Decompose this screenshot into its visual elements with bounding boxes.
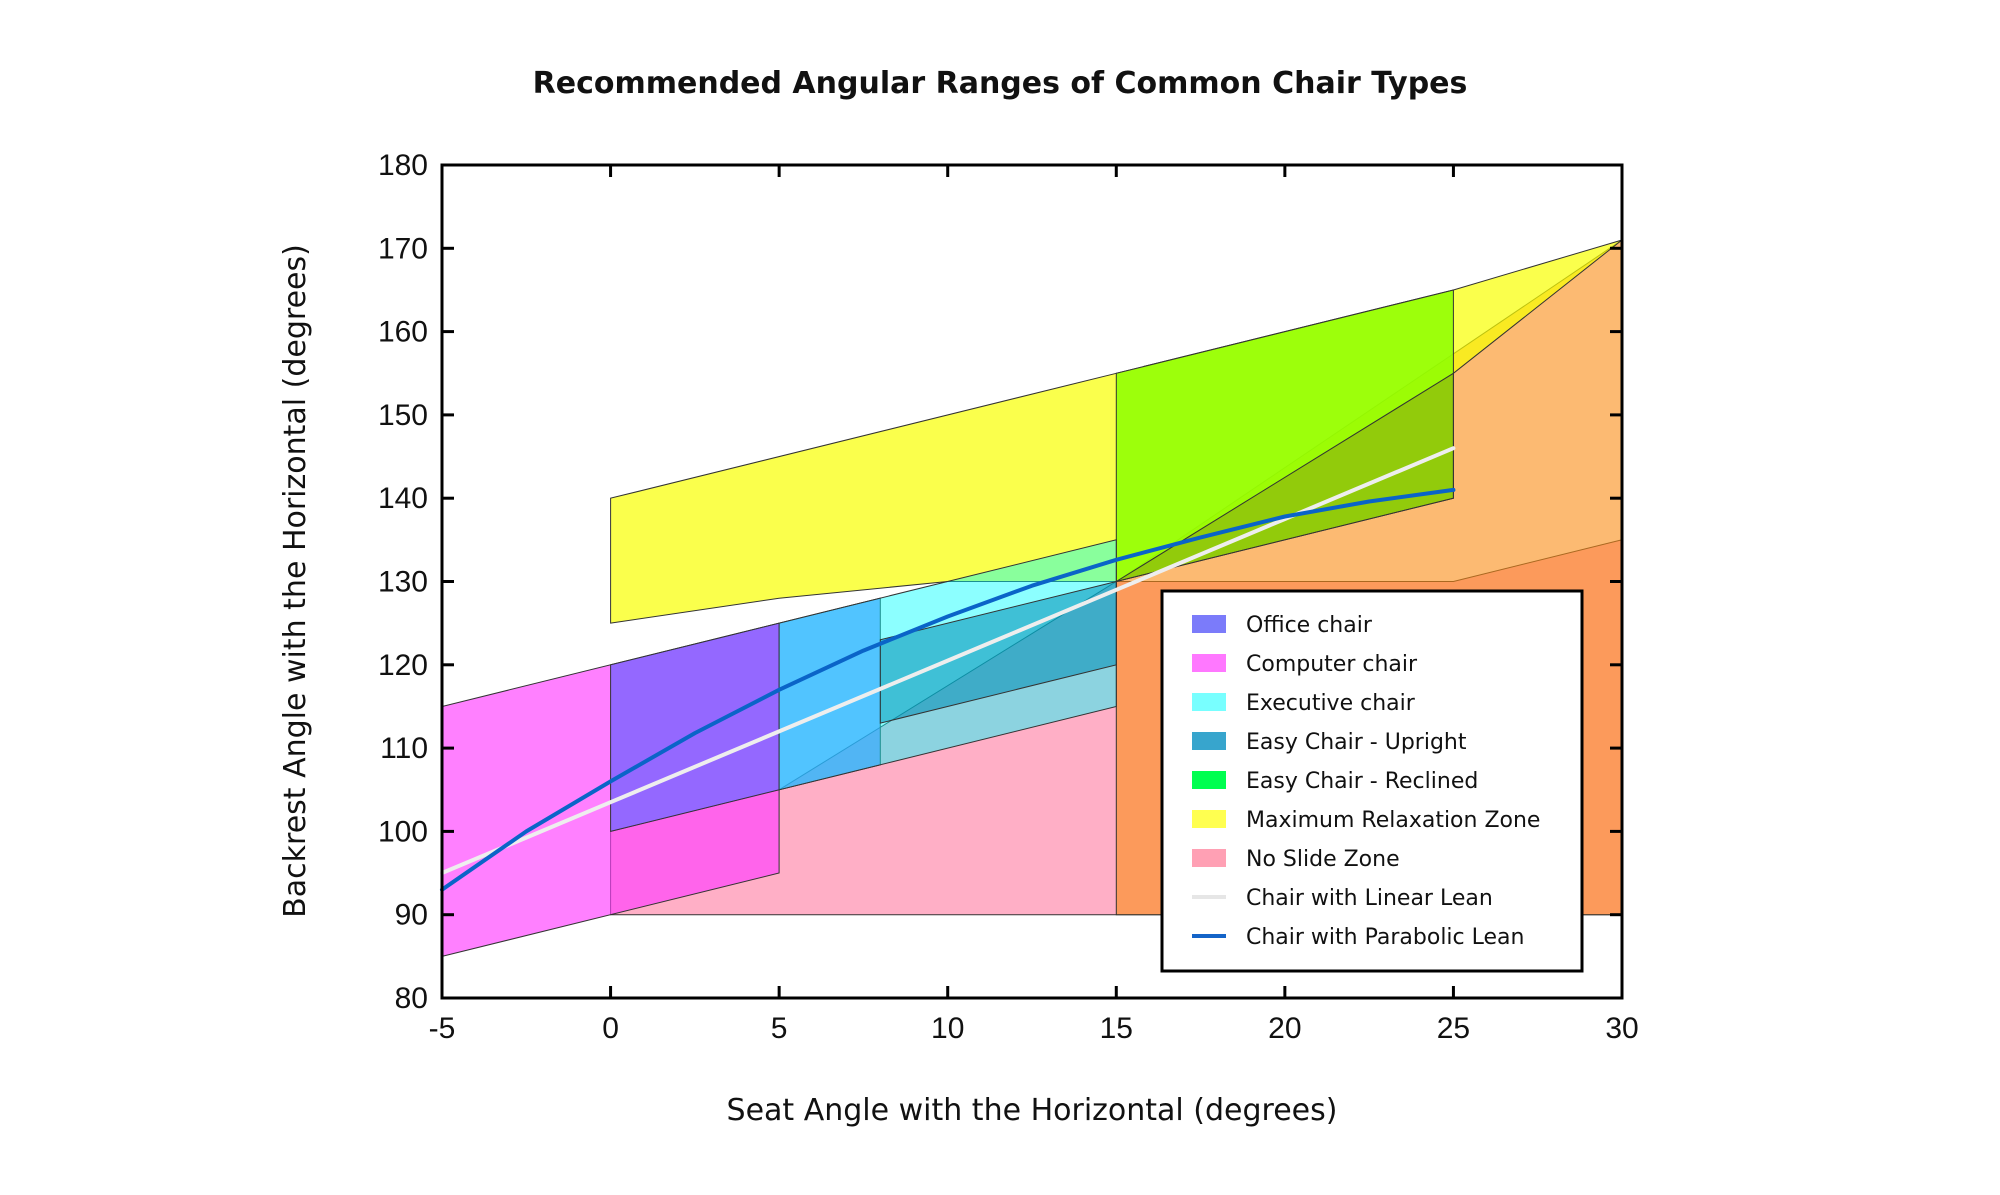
y-tick-label: 90 — [395, 899, 428, 932]
y-tick-label: 80 — [395, 982, 428, 1015]
y-tick-label: 140 — [378, 482, 428, 515]
legend-label: Executive chair — [1246, 691, 1416, 716]
legend-swatch — [1192, 615, 1226, 633]
legend-swatch — [1192, 771, 1226, 789]
legend-label: Chair with Parabolic Lean — [1246, 925, 1524, 950]
series-chair-with-linear-lean — [440, 446, 1456, 875]
y-tick-label: 110 — [380, 732, 428, 765]
ticks-layer: -5 0 5 10 15 20 25 30 80 90 100 110 120 130 140 150 160 1… — [378, 149, 1639, 1045]
x-tick-label: -5 — [429, 1012, 456, 1045]
y-tick-label: 120 — [378, 649, 428, 682]
region-maximum-relaxation-zone-8 — [1116, 372, 1454, 582]
legend-swatch — [1192, 693, 1226, 711]
x-tick-label: 15 — [1100, 1012, 1133, 1045]
y-axis-label: Backrest Angle with the Horizontal (degr… — [278, 244, 313, 918]
y-tick-label: 150 — [378, 399, 428, 432]
legend-swatch — [1192, 810, 1226, 828]
legend-label: Easy Chair - Upright — [1246, 730, 1467, 755]
legend: Office chair Computer chair Executive chai… — [1160, 589, 1584, 973]
legend-label: Computer chair — [1246, 652, 1418, 677]
legend-label: No Slide Zone — [1246, 847, 1400, 872]
legend-swatch — [1192, 849, 1226, 867]
legend-label: Maximum Relaxation Zone — [1246, 808, 1540, 833]
x-tick-label: 5 — [771, 1012, 788, 1045]
legend-swatch — [1192, 732, 1226, 750]
y-tick-label: 130 — [378, 566, 428, 599]
x-axis-label: Seat Angle with the Horizontal (degrees) — [727, 1093, 1338, 1128]
y-tick-label: 160 — [378, 316, 428, 349]
series-chair-with-parabolic-lean — [440, 487, 1456, 892]
x-tick-label: 10 — [931, 1012, 964, 1045]
legend-box — [1160, 589, 1584, 973]
legend-swatch — [1192, 654, 1226, 672]
legend-label: Easy Chair - Reclined — [1246, 769, 1478, 794]
chart-title: Recommended Angular Ranges of Common Cha… — [533, 66, 1468, 101]
legend-label: Chair with Linear Lean — [1246, 886, 1493, 911]
series-layer — [440, 446, 1456, 892]
x-tick-label: 0 — [602, 1012, 619, 1045]
x-tick-label: 25 — [1437, 1012, 1470, 1045]
y-tick-label: 180 — [378, 149, 428, 182]
x-tick-label: 20 — [1268, 1012, 1301, 1045]
legend-label: Office chair — [1246, 613, 1373, 638]
x-tick-label: 30 — [1605, 1012, 1638, 1045]
y-tick-label: 100 — [378, 815, 428, 848]
y-tick-label: 170 — [378, 232, 428, 265]
